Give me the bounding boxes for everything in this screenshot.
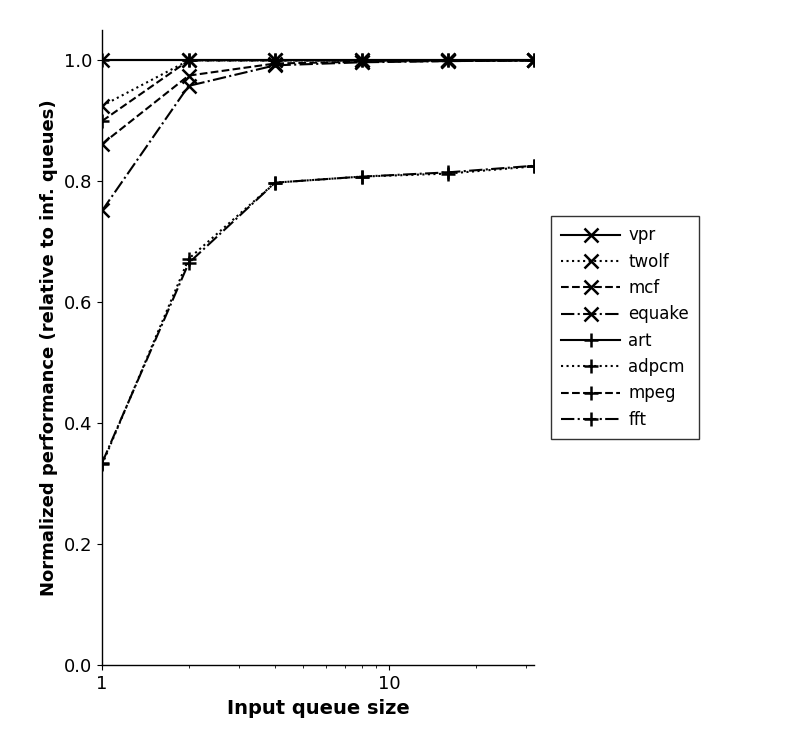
adpcm bbox=[357, 172, 366, 181]
mcf bbox=[270, 59, 280, 68]
X-axis label: Input queue size: Input queue size bbox=[227, 699, 410, 717]
fft bbox=[97, 458, 107, 467]
vpr bbox=[443, 56, 453, 65]
twolf bbox=[357, 56, 366, 65]
mcf bbox=[97, 139, 107, 148]
vpr bbox=[530, 56, 539, 65]
equake bbox=[270, 60, 280, 70]
fft bbox=[184, 259, 193, 268]
mpeg bbox=[530, 56, 539, 65]
adpcm bbox=[443, 169, 453, 178]
mpeg bbox=[184, 56, 193, 65]
Line: mcf: mcf bbox=[95, 54, 542, 151]
vpr bbox=[357, 56, 366, 65]
equake bbox=[97, 206, 107, 215]
Y-axis label: Normalized performance (relative to inf. queues): Normalized performance (relative to inf.… bbox=[40, 100, 58, 596]
adpcm bbox=[270, 178, 280, 187]
art bbox=[184, 56, 193, 65]
fft bbox=[530, 161, 539, 170]
equake bbox=[357, 57, 366, 67]
vpr bbox=[184, 56, 193, 65]
adpcm bbox=[184, 254, 193, 263]
mcf bbox=[184, 71, 193, 80]
mpeg bbox=[357, 56, 366, 65]
Line: adpcm: adpcm bbox=[95, 160, 542, 472]
Line: vpr: vpr bbox=[95, 54, 542, 67]
equake bbox=[443, 57, 453, 66]
equake bbox=[184, 82, 193, 91]
mpeg bbox=[97, 116, 107, 125]
twolf bbox=[184, 56, 193, 65]
twolf bbox=[270, 56, 280, 65]
Line: mpeg: mpeg bbox=[95, 54, 542, 128]
art bbox=[97, 56, 107, 65]
Line: twolf: twolf bbox=[95, 54, 542, 113]
mpeg bbox=[443, 56, 453, 65]
vpr bbox=[97, 56, 107, 65]
equake bbox=[530, 56, 539, 65]
mcf bbox=[443, 57, 453, 66]
twolf bbox=[530, 56, 539, 65]
fft bbox=[270, 178, 280, 187]
adpcm bbox=[97, 460, 107, 469]
Legend: vpr, twolf, mcf, equake, art, adpcm, mpeg, fft: vpr, twolf, mcf, equake, art, adpcm, mpe… bbox=[552, 216, 699, 438]
fft bbox=[357, 172, 366, 181]
mcf bbox=[357, 57, 366, 67]
art bbox=[530, 56, 539, 65]
twolf bbox=[97, 101, 107, 110]
art bbox=[270, 56, 280, 65]
fft bbox=[443, 168, 453, 177]
art bbox=[443, 56, 453, 65]
mcf bbox=[530, 56, 539, 65]
adpcm bbox=[530, 162, 539, 171]
mpeg bbox=[270, 56, 280, 65]
Line: art: art bbox=[95, 54, 542, 67]
Line: equake: equake bbox=[95, 54, 542, 218]
twolf bbox=[443, 56, 453, 65]
vpr bbox=[270, 56, 280, 65]
Line: fft: fft bbox=[95, 159, 542, 469]
art bbox=[357, 56, 366, 65]
